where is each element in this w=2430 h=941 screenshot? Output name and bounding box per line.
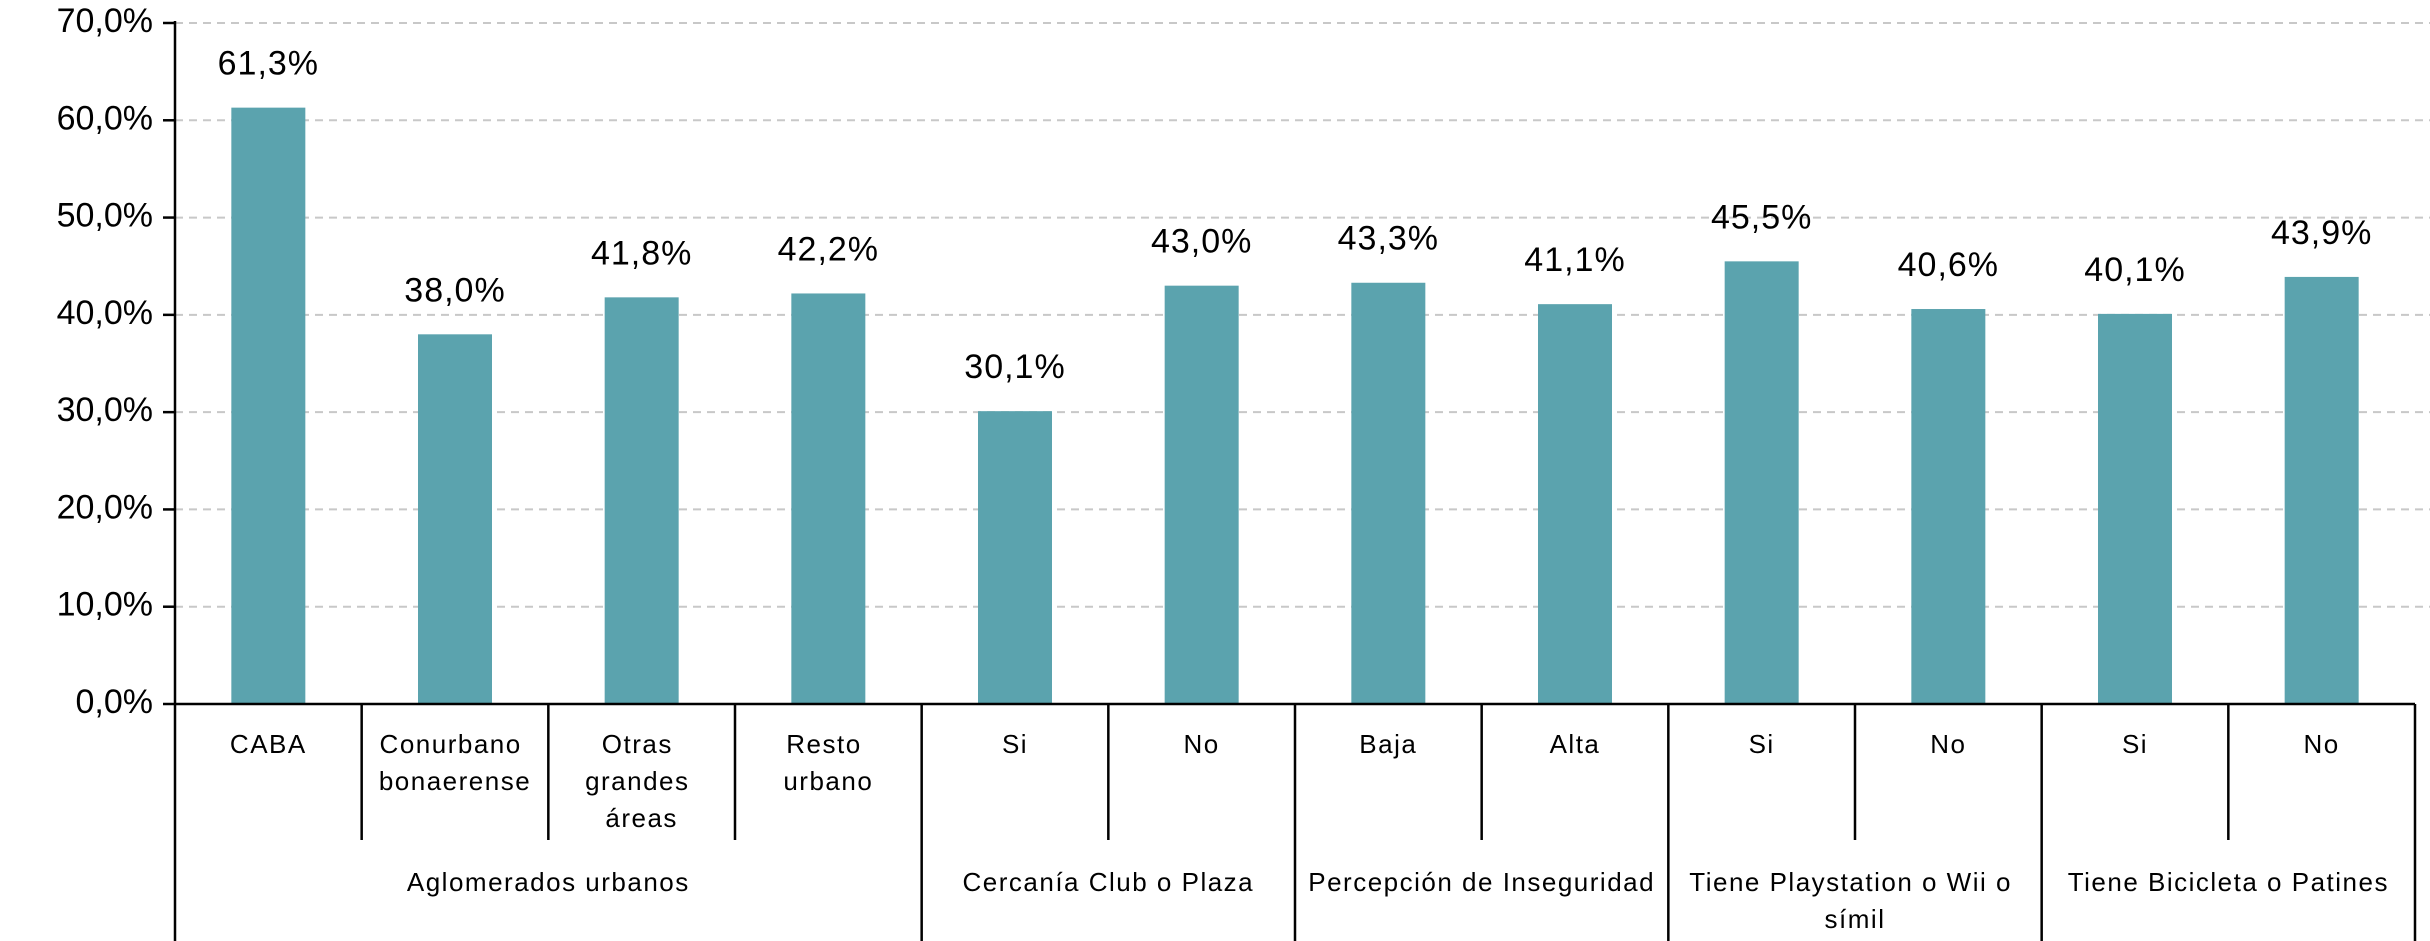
bar — [418, 334, 492, 704]
group-label: Tiene Bicicleta o Patines — [2068, 867, 2389, 897]
y-tick-label: 10,0% — [57, 586, 153, 624]
x-tick-label: Alta — [1550, 729, 1601, 759]
x-tick-label: No — [2304, 729, 2340, 759]
x-tick-label: CABA — [230, 729, 307, 759]
bar — [978, 411, 1052, 704]
x-tick-label: Baja — [1359, 729, 1417, 759]
value-label: 41,1% — [1524, 241, 1625, 279]
bar — [2098, 313, 2172, 704]
y-tick-label: 20,0% — [57, 488, 153, 526]
group-label: Tiene Playstation o Wii o símil — [1689, 867, 2020, 934]
y-tick-label: 70,0% — [57, 2, 153, 40]
y-tick-label: 50,0% — [57, 197, 153, 235]
group-label: Cercanía Club o Plaza — [963, 867, 1255, 897]
bar — [604, 297, 679, 704]
x-tick-label: No — [1184, 729, 1220, 759]
bar — [791, 293, 866, 704]
value-label: 42,2% — [778, 230, 879, 268]
y-tick-label: 30,0% — [57, 391, 153, 429]
bar — [1351, 282, 1426, 704]
value-label: 30,1% — [964, 348, 1065, 386]
bar — [2284, 276, 2359, 704]
bar — [1724, 261, 1799, 704]
x-tick-label: Si — [1749, 729, 1775, 759]
value-label: 45,5% — [1711, 198, 1812, 236]
bar — [1164, 285, 1239, 704]
value-label: 41,8% — [591, 234, 692, 272]
x-tick-label: No — [1930, 729, 1966, 759]
group-label: Aglomerados urbanos — [407, 867, 690, 897]
group-label: Percepción de Inseguridad — [1308, 867, 1655, 897]
x-tick-label: Conurbano bonaerense — [379, 729, 531, 796]
value-label: 43,3% — [1338, 220, 1439, 258]
x-tick-label: Si — [2122, 729, 2148, 759]
y-tick-label: 0,0% — [76, 683, 154, 721]
bar — [231, 107, 306, 705]
value-label: 43,9% — [2271, 214, 2372, 252]
x-tick-label: Otras grandes áreas — [585, 729, 698, 833]
y-tick-label: 40,0% — [57, 294, 153, 332]
value-label: 61,3% — [218, 45, 319, 83]
bar — [1538, 304, 1612, 704]
y-tick-label: 60,0% — [57, 99, 153, 137]
value-label: 38,0% — [404, 271, 505, 309]
value-label: 40,6% — [1898, 246, 1999, 284]
value-label: 40,1% — [2084, 251, 2185, 289]
x-tick-label: Resto urbano — [783, 729, 873, 796]
bar — [1911, 309, 1986, 704]
x-tick-label: Si — [1002, 729, 1028, 759]
value-label: 43,0% — [1151, 223, 1252, 261]
